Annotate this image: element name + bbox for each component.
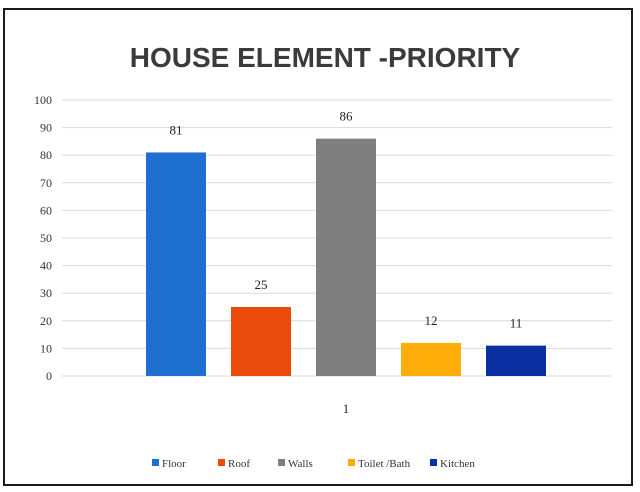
y-tick-label: 90: [40, 121, 52, 135]
legend-label: Roof: [228, 458, 250, 470]
legend-item: Roof: [218, 458, 250, 470]
data-label: 25: [255, 277, 268, 292]
legend-swatch: [348, 459, 355, 466]
data-label: 11: [510, 316, 523, 331]
y-tick-label: 80: [40, 148, 52, 162]
legend-swatch: [278, 459, 285, 466]
legend-swatch: [430, 459, 437, 466]
legend-item: Kitchen: [430, 458, 475, 470]
y-tick-label: 40: [40, 259, 52, 273]
y-tick-label: 30: [40, 286, 52, 300]
chart-title: HOUSE ELEMENT -PRIORITY: [130, 42, 521, 73]
legend-item: Floor: [152, 458, 186, 470]
bar-floor: [146, 152, 206, 376]
data-label: 12: [425, 313, 438, 328]
x-tick-label: 1: [343, 401, 350, 416]
data-label: 86: [340, 109, 354, 124]
x-axis-ticks: 1: [343, 401, 350, 416]
legend: Floor Roof Walls Toilet /Bath Kitchen: [152, 458, 475, 470]
legend-item: Toilet /Bath: [348, 458, 411, 470]
y-tick-label: 20: [40, 314, 52, 328]
data-labels: 81 25 86 12 11: [170, 109, 523, 331]
legend-swatch: [152, 459, 159, 466]
y-axis-ticks: 0 10 20 30 40 50 60 70 80 90 100: [34, 93, 52, 383]
bar-toilet-bath: [401, 342, 461, 376]
legend-label: Toilet /Bath: [358, 458, 411, 470]
bar-walls: [316, 138, 376, 376]
legend-item: Walls: [278, 458, 313, 470]
legend-label: Kitchen: [440, 458, 475, 470]
data-label: 81: [170, 122, 183, 137]
legend-label: Floor: [162, 458, 186, 470]
bars: [146, 138, 546, 376]
y-tick-label: 100: [34, 93, 52, 107]
bar-kitchen: [486, 345, 546, 376]
y-tick-label: 50: [40, 231, 52, 245]
bar-roof: [231, 307, 291, 376]
legend-swatch: [218, 459, 225, 466]
y-tick-label: 0: [46, 369, 52, 383]
legend-label: Walls: [288, 458, 313, 470]
y-tick-label: 60: [40, 203, 52, 217]
y-tick-label: 70: [40, 176, 52, 190]
y-tick-label: 10: [40, 341, 52, 355]
